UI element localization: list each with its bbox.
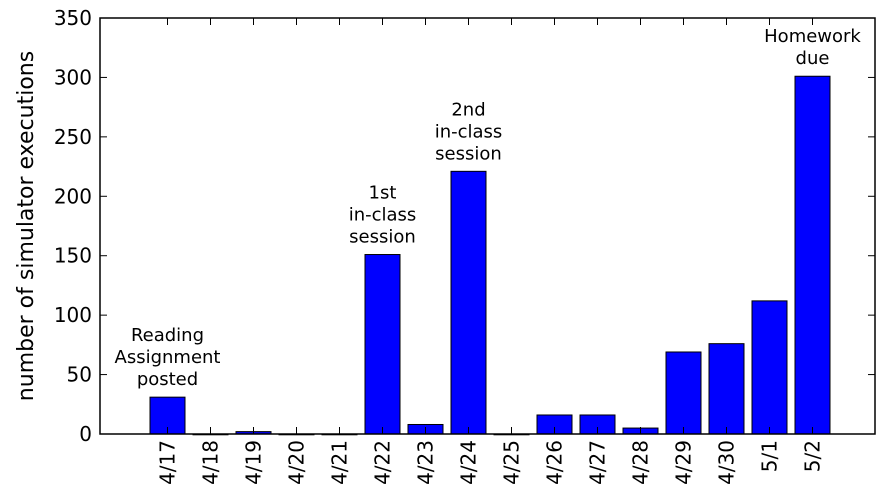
annotation-4-22: 1st in-class session: [349, 183, 417, 248]
annotation-4-17: Reading Assignment posted: [115, 325, 221, 390]
x-tick-label: 4/22: [371, 440, 395, 485]
x-tick-label: 4/25: [500, 440, 524, 485]
bar-5-2: [794, 75, 831, 435]
y-tick-label: 350: [54, 6, 92, 30]
y-tick-label: 300: [54, 65, 92, 89]
annotation-4-24: 2nd in-class session: [435, 99, 503, 164]
x-axis-ticks: 4/17 4/18 4/19 4/20 4/21 4/22 4/23 4/24 4/25 4/26…: [156, 18, 825, 485]
bars-group: [149, 75, 831, 436]
y-tick-label: 250: [54, 125, 92, 149]
annotation-line: in-class: [435, 121, 503, 142]
annotation-line: Assignment: [115, 347, 221, 368]
bar-4-22: [364, 254, 401, 435]
annotation-line: 2nd: [451, 99, 485, 120]
x-tick-label: 4/28: [629, 440, 653, 485]
annotation-line: session: [349, 227, 416, 248]
x-tick-label: 4/23: [414, 440, 438, 485]
plot-frame: [99, 17, 876, 435]
y-tick-label: 150: [54, 244, 92, 268]
y-tick-label: 50: [67, 363, 92, 387]
x-tick-label: 5/2: [801, 440, 825, 472]
x-tick-label: 4/29: [672, 440, 696, 485]
x-tick-label: 4/24: [457, 440, 481, 485]
x-tick-label: 4/30: [715, 440, 739, 485]
y-axis-label: number of simulator executions: [14, 51, 39, 401]
annotation-5-2: Homework due: [764, 26, 861, 69]
bar-4-29: [665, 351, 702, 435]
annotation-line: due: [796, 48, 830, 69]
x-tick-label: 4/18: [199, 440, 223, 485]
x-tick-label: 4/21: [328, 440, 352, 485]
annotation-line: Reading: [131, 325, 204, 346]
x-tick-label: 4/17: [156, 440, 180, 485]
x-tick-label: 4/27: [586, 440, 610, 485]
annotation-line: Homework: [764, 26, 861, 47]
x-tick-label: 4/19: [242, 440, 266, 485]
annotation-line: posted: [137, 369, 198, 390]
bar-5-1: [751, 300, 788, 435]
x-tick-label: 4/20: [285, 440, 309, 485]
annotation-line: in-class: [349, 205, 417, 226]
x-tick-label: 5/1: [758, 440, 782, 472]
annotation-line: session: [435, 143, 502, 164]
y-tick-label: 100: [54, 303, 92, 327]
y-tick-label: 200: [54, 184, 92, 208]
y-axis-ticks: 0 50 100 150 200 250 300 350: [54, 6, 875, 446]
annotation-line: 1st: [369, 183, 397, 204]
bar-4-30: [708, 343, 745, 435]
bar-4-24: [450, 170, 487, 435]
x-tick-label: 4/26: [543, 440, 567, 485]
y-tick-label: 0: [79, 422, 92, 446]
